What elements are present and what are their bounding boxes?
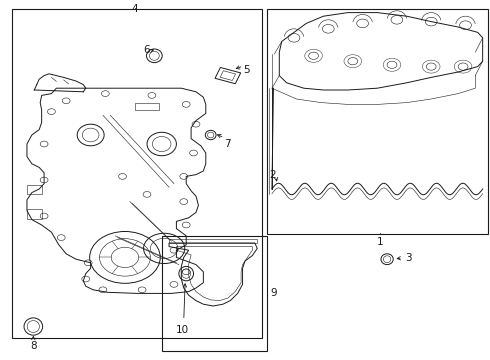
Text: 8: 8 xyxy=(30,341,37,351)
Text: 6: 6 xyxy=(143,45,149,55)
Text: 7: 7 xyxy=(224,139,231,149)
Text: 9: 9 xyxy=(270,288,277,298)
Text: 10: 10 xyxy=(176,325,189,335)
Text: 2: 2 xyxy=(269,170,276,180)
Text: 5: 5 xyxy=(244,65,250,75)
Text: 3: 3 xyxy=(405,253,412,263)
Text: 4: 4 xyxy=(131,4,138,14)
Text: 1: 1 xyxy=(376,237,383,247)
